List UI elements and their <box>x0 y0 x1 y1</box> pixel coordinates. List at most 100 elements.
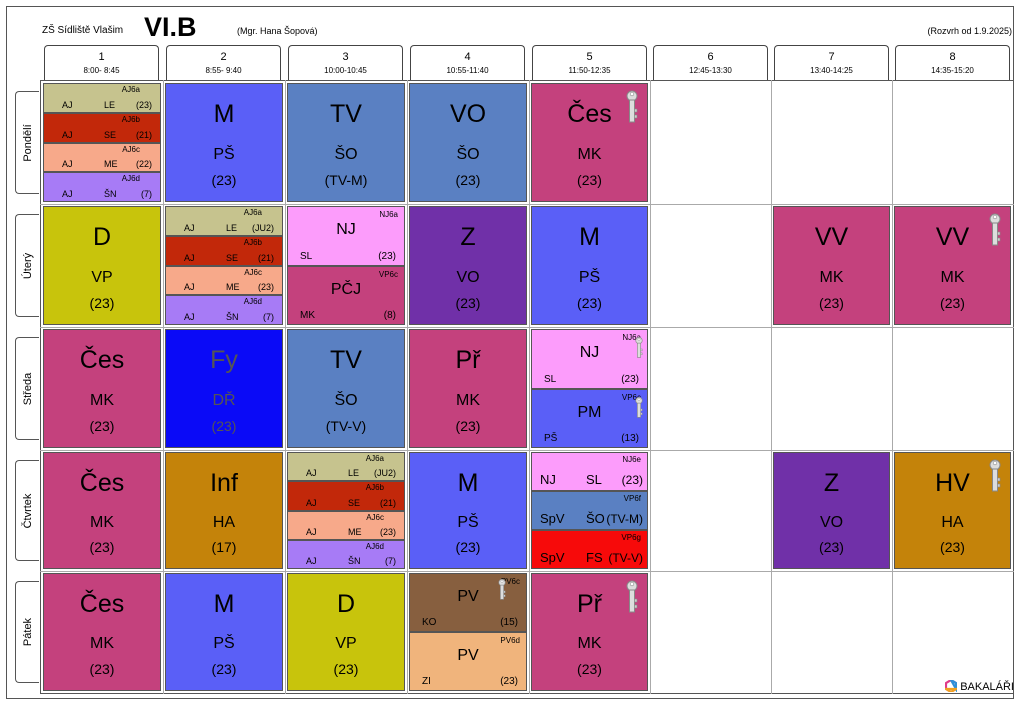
lesson-teacher: HA <box>941 513 964 531</box>
lesson-group: VP6c <box>378 269 398 279</box>
lesson-card[interactable]: AJ6d AJ ŠN (7) <box>287 539 405 569</box>
lesson-card[interactable]: Inf HA (17) <box>165 452 283 569</box>
lesson-subject: PM <box>577 403 602 421</box>
lesson-card[interactable]: HV HA (23) <box>894 452 1011 569</box>
lesson-teacher: SL <box>300 250 313 262</box>
lesson-teacher: ŠO <box>334 146 358 163</box>
period-number: 3 <box>342 51 349 63</box>
lesson-card[interactable]: VP6f SpV ŠO (TV-M) <box>531 491 648 530</box>
lesson-card[interactable]: NJ6e NJ SL (23) <box>531 452 648 491</box>
period-header-3: 3 10:00-10:45 <box>288 45 403 80</box>
lesson-card[interactable]: AJ6a AJ LE (23) <box>43 83 161 113</box>
lesson-teacher: KO <box>422 617 437 628</box>
lesson-card[interactable]: AJ6b AJ SE (21) <box>43 112 161 143</box>
lesson-room: (23) <box>819 294 844 311</box>
lesson-subject: Z <box>823 469 840 498</box>
lesson-group: AJ6a <box>243 208 262 217</box>
lesson-card[interactable]: AJ6d AJ ŠN (7) <box>43 172 161 202</box>
lesson-subject: AJ <box>62 159 73 170</box>
lesson-room: (23) <box>577 661 602 677</box>
lesson-card[interactable]: VP6g SpV FS (TV-V) <box>531 530 648 569</box>
lesson-room: (23) <box>379 526 396 537</box>
day-name: Středa <box>21 372 34 405</box>
key-icon <box>635 396 643 418</box>
lesson-teacher: SL <box>586 472 602 487</box>
grid-row-line <box>40 450 1014 451</box>
lesson-card[interactable]: AJ6b AJ SE (21) <box>287 481 405 511</box>
day-label: Pátek <box>15 581 39 683</box>
lesson-teacher: ME <box>348 526 362 537</box>
lesson-teacher: ME <box>104 159 118 170</box>
period-time: 10:00-10:45 <box>324 66 367 75</box>
lesson-card[interactable]: D VP (23) <box>43 206 161 325</box>
lesson-card[interactable]: VP6c PM PŠ (13) <box>531 388 648 448</box>
lesson-subject: Fy <box>210 346 238 375</box>
lesson-room: (23) <box>89 661 115 677</box>
lesson-card[interactable]: NJ6a NJ SL (23) <box>287 206 405 266</box>
lesson-card[interactable]: Čes MK (23) <box>43 329 161 448</box>
lesson-card[interactable]: AJ6c AJ ME (23) <box>165 265 283 296</box>
lesson-room: (13) <box>621 433 639 444</box>
lesson-card[interactable]: AJ6c AJ ME (23) <box>287 510 405 540</box>
lesson-teacher: FS <box>586 550 603 565</box>
lesson-teacher: VP <box>91 269 113 286</box>
lesson-group: AJ6b <box>243 237 262 247</box>
lesson-card[interactable]: NJ6a NJ SL (23) <box>531 329 648 389</box>
lesson-card[interactable]: Z VO (23) <box>409 206 527 325</box>
lesson-card[interactable]: Př MK (23) <box>409 329 527 448</box>
bakalari-logo: BAKALÁŘI <box>945 680 1014 693</box>
key-icon <box>498 578 506 600</box>
lesson-card[interactable]: AJ6b AJ SE (21) <box>165 235 283 266</box>
period-header-6: 6 12:45-13:30 <box>653 45 768 80</box>
period-number: 6 <box>707 51 714 63</box>
lesson-card[interactable]: M PŠ (23) <box>165 573 283 691</box>
lesson-teacher: ŠN <box>226 312 239 322</box>
lesson-room: (23) <box>455 294 481 311</box>
lesson-card[interactable]: VV MK (23) <box>894 206 1011 325</box>
lesson-teacher: MK <box>300 310 315 321</box>
lesson-card[interactable]: PV6c PV KO (15) <box>409 573 527 632</box>
lesson-card[interactable]: Př MK (23) <box>531 573 648 691</box>
lesson-room: (23) <box>940 539 965 556</box>
lesson-group: PV6d <box>500 636 520 645</box>
lesson-teacher: MK <box>90 392 114 409</box>
lesson-teacher: MK <box>577 146 602 163</box>
lesson-card[interactable]: Z VO (23) <box>773 452 890 569</box>
lesson-subject: Inf <box>210 469 238 498</box>
lesson-card[interactable]: Čes MK (23) <box>43 573 161 691</box>
lesson-card[interactable]: TV ŠO (TV-M) <box>287 83 405 202</box>
lesson-room: (23) <box>455 539 481 556</box>
bakalari-logo-icon <box>945 680 958 692</box>
class-title: VI.B <box>144 12 197 42</box>
lesson-card[interactable]: PV6d PV ZI (23) <box>409 632 527 691</box>
lesson-card[interactable]: VV MK (23) <box>773 206 890 325</box>
grid-column-line <box>285 80 286 694</box>
lesson-room: (23) <box>621 473 643 487</box>
lesson-card[interactable]: M PŠ (23) <box>409 452 527 569</box>
period-number: 7 <box>828 51 835 63</box>
lesson-card[interactable]: D VP (23) <box>287 573 405 691</box>
key-icon <box>626 580 638 613</box>
lesson-room: (23) <box>257 282 274 293</box>
lesson-card[interactable]: AJ6a AJ LE (JU2) <box>287 452 405 482</box>
period-header-2: 2 8:55- 9:40 <box>166 45 281 80</box>
lesson-card[interactable]: Čes MK (23) <box>531 83 648 202</box>
lesson-card[interactable]: AJ6d AJ ŠN (7) <box>165 295 283 325</box>
lesson-card[interactable]: TV ŠO (TV-V) <box>287 329 405 448</box>
lesson-card[interactable]: AJ6c AJ ME (22) <box>43 142 161 173</box>
lesson-teacher: VO <box>819 513 844 531</box>
lesson-subject: VO <box>449 100 487 129</box>
lesson-card[interactable]: AJ6a AJ LE (JU2) <box>165 206 283 236</box>
lesson-card[interactable]: M PŠ (23) <box>165 83 283 202</box>
lesson-teacher: ŠO <box>456 146 480 163</box>
day-label: Středa <box>15 337 39 440</box>
lesson-card[interactable]: VO ŠO (23) <box>409 83 527 202</box>
lesson-room: (TV-V) <box>608 551 643 565</box>
grid-column-line <box>529 80 530 694</box>
lesson-card[interactable]: Fy DŘ (23) <box>165 329 283 448</box>
lesson-card[interactable]: M PŠ (23) <box>531 206 648 325</box>
lesson-card[interactable]: Čes MK (23) <box>43 452 161 569</box>
lesson-room: (23) <box>211 417 237 434</box>
lesson-room: (23) <box>621 373 639 385</box>
lesson-card[interactable]: VP6c PČJ MK (8) <box>287 265 405 325</box>
